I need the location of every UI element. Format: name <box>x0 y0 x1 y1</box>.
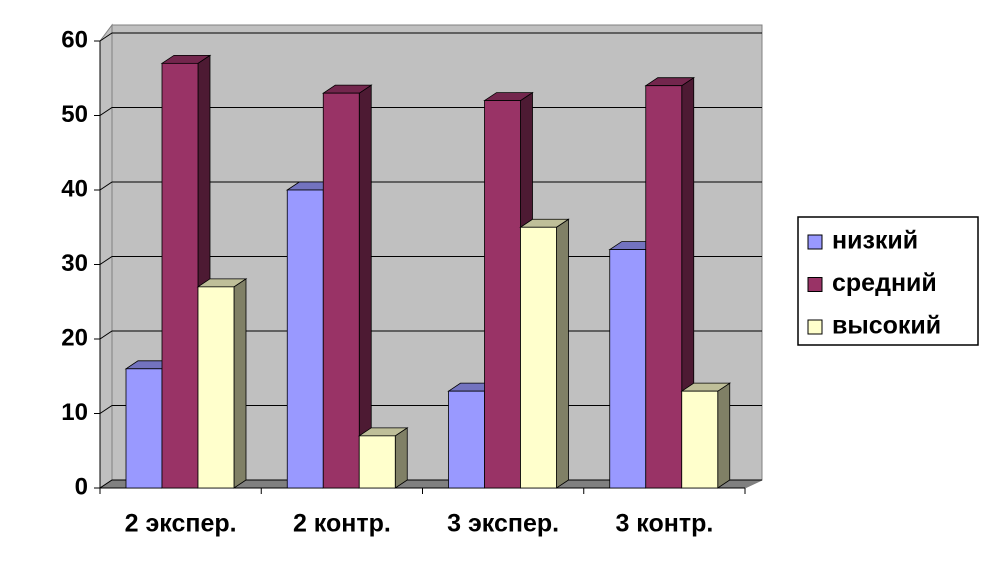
y-tick-label: 10 <box>61 399 88 426</box>
y-tick-label: 0 <box>75 473 88 500</box>
y-tick-label: 20 <box>61 324 88 351</box>
y-tick-label: 50 <box>61 101 88 128</box>
bar <box>609 249 647 489</box>
grid-line <box>99 32 762 42</box>
legend <box>797 216 979 346</box>
legend-label: средний <box>832 269 937 297</box>
y-tick-label: 40 <box>61 175 88 202</box>
side-wall <box>99 23 113 489</box>
bar <box>645 85 683 489</box>
bar-side <box>358 84 372 489</box>
x-tick-label: 2 экспер. <box>125 510 237 538</box>
bar <box>484 100 521 489</box>
bar <box>681 390 719 489</box>
bar <box>197 286 235 489</box>
bar <box>358 435 396 489</box>
bar <box>520 226 557 489</box>
bar <box>125 368 163 489</box>
legend-label: высокий <box>832 312 941 340</box>
x-tick-label: 2 контр. <box>293 510 391 538</box>
legend-swatch <box>807 319 823 335</box>
bar <box>322 92 360 489</box>
bar <box>448 390 485 489</box>
grid-line <box>99 181 762 191</box>
legend-swatch <box>807 277 823 292</box>
x-tick-label: 3 контр. <box>615 510 713 538</box>
grid-line <box>99 107 762 116</box>
y-tick-label: 60 <box>61 26 88 53</box>
bar-side <box>394 427 408 489</box>
x-tick-label: 3 экспер. <box>447 510 559 538</box>
bar <box>161 62 199 489</box>
bar <box>286 189 324 489</box>
legend-label: низкий <box>832 227 918 255</box>
bar-side <box>233 278 247 489</box>
y-tick-label: 30 <box>61 250 88 277</box>
bar-side <box>556 218 569 489</box>
bar-side <box>717 382 731 489</box>
legend-swatch <box>807 234 823 250</box>
